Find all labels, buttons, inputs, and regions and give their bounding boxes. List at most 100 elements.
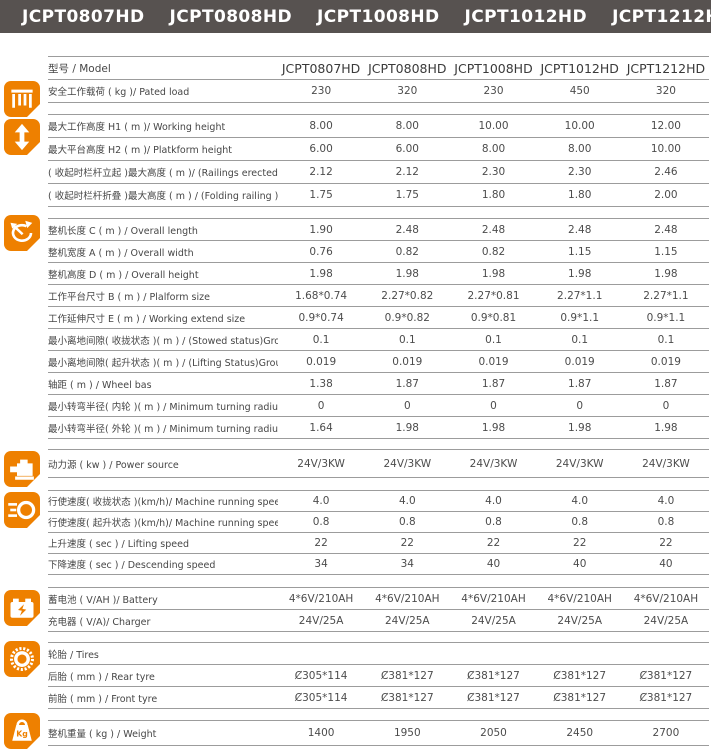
value-cell: Ȼ381*127 xyxy=(380,669,434,682)
table-row: 下降速度 ( sec ) / Descending speed 34 34 40 40 4… xyxy=(48,554,709,575)
value-cell: 1.98 xyxy=(481,421,506,434)
weight-icon: Kg xyxy=(4,713,40,749)
title-model-name: JCPT0808HD xyxy=(169,6,293,27)
table-row: 蓄电池 ( V/AH )/ Battery 4*6V/210AH 4*6V/210A… xyxy=(48,588,709,610)
value-cell: 34 xyxy=(314,558,328,570)
value-cell: 4.0 xyxy=(485,495,502,507)
value-cell: 0 xyxy=(317,399,325,412)
row-label: ( 收起时栏杆折叠 )最大高度 ( m ) / (Folding railing… xyxy=(48,191,278,202)
value-cell: 1.87 xyxy=(481,377,506,390)
motor-icon xyxy=(4,451,40,487)
value-cell: 1.87 xyxy=(395,377,419,390)
table-row: 最大工作高度 H1 ( m )/ Working height 8.00 8.00 1… xyxy=(48,115,709,138)
value-cell: 1.98 xyxy=(654,267,678,280)
value-cell: 230 xyxy=(483,85,504,97)
value-cell: 1.87 xyxy=(568,377,592,390)
value-cell: 24V/3KW xyxy=(555,457,604,470)
value-cell: Ȼ381*127 xyxy=(639,669,693,682)
value-cell: Ȼ381*127 xyxy=(467,669,520,682)
row-label: 行使速度( 起升状态 )(km/h)/ Machine running spee… xyxy=(48,518,278,529)
value-cell: JCPT1008HD xyxy=(454,60,533,76)
value-cell: 2.27*1.1 xyxy=(643,289,689,302)
value-cell: 0 xyxy=(662,399,670,412)
row-label: 最小离地间隙( 收拢状态 )( m ) / (Stowed status)Gro… xyxy=(48,335,278,347)
table-row: 型号 / Model JCPT0807HD JCPT0808HD JCPT1008HD… xyxy=(48,57,709,80)
table-row: 工作延伸尺寸 E ( m ) / Working extend size 0.9*… xyxy=(48,307,709,329)
value-cell: 1.80 xyxy=(481,189,506,201)
value-cell: 0.8 xyxy=(398,516,416,528)
row-label: 轮胎 / Tires xyxy=(48,649,99,661)
value-cell: 1.75 xyxy=(395,189,419,201)
row-label: 蓄电池 ( V/AH )/ Battery xyxy=(48,594,158,606)
value-cell: 0.019 xyxy=(564,355,595,368)
battery-icon xyxy=(4,590,40,626)
value-cell: 0.9*0.81 xyxy=(470,311,517,324)
table-row: 最小转弯半径( 内轮 )( m ) / Minimum turning radi… xyxy=(48,395,709,417)
value-cell: 8.00 xyxy=(309,120,333,132)
table-row: 行使速度( 起升状态 )(km/h)/ Machine running spee… xyxy=(48,512,709,533)
value-cell: 40 xyxy=(486,558,501,570)
value-cell: 1.75 xyxy=(309,189,333,201)
row-label: 动力源 ( kw ) / Power source xyxy=(48,459,179,471)
value-cell: 24V/25A xyxy=(557,614,603,627)
value-cell: JCPT1212HD xyxy=(626,60,706,76)
value-cell: 22 xyxy=(314,537,328,549)
value-cell: Ȼ381*127 xyxy=(553,691,607,704)
row-label: 后胎 ( mm ) / Rear tyre xyxy=(48,671,155,683)
table-row: 动力源 ( kw ) / Power source 24V/3KW 24V/3KW 2… xyxy=(48,450,709,478)
row-label: 安全工作载荷 ( kg )/ Pated load xyxy=(48,87,190,98)
value-cell: 1.15 xyxy=(654,245,678,258)
value-cell: 10.00 xyxy=(478,120,509,132)
value-cell: 0.82 xyxy=(481,245,506,258)
row-label: 整机高度 D ( m ) / Overall height xyxy=(48,269,199,281)
value-cell: 1.15 xyxy=(568,245,592,258)
table-row: 最小转弯半径( 外轮 )( m ) / Minimum turning radi… xyxy=(48,417,709,439)
value-cell: 4.0 xyxy=(657,495,675,507)
value-cell: 0.8 xyxy=(312,516,330,528)
svg-text:Kg: Kg xyxy=(16,729,28,738)
row-label: 型号 / Model xyxy=(48,62,111,75)
value-cell: 8.00 xyxy=(481,143,506,155)
value-cell: 0.1 xyxy=(657,333,675,346)
value-cell: 2.27*0.82 xyxy=(381,289,434,302)
value-cell: 24V/3KW xyxy=(297,457,345,470)
value-cell: 1.98 xyxy=(654,421,678,434)
value-cell: 24V/3KW xyxy=(383,457,432,470)
value-cell: 4*6V/210AH xyxy=(633,592,699,605)
value-cell: JCPT0808HD xyxy=(368,60,447,76)
value-cell: 40 xyxy=(573,558,587,570)
value-cell: 24V/3KW xyxy=(642,457,690,470)
value-cell: 8.00 xyxy=(568,143,592,155)
value-cell: Ȼ381*127 xyxy=(467,691,520,704)
value-cell: 0.9*1.1 xyxy=(646,311,686,324)
section-height: 最大工作高度 H1 ( m )/ Working height 8.00 8.00 1… xyxy=(4,114,709,207)
table-row: ( 收起时栏杆折叠 )最大高度 ( m ) / (Folding railing… xyxy=(48,184,709,207)
value-cell: 0 xyxy=(490,399,497,412)
value-cell: 2.48 xyxy=(568,223,592,236)
table-row: 最小离地间隙( 收拢状态 )( m ) / (Stowed status)Gro… xyxy=(48,329,709,351)
value-cell: 22 xyxy=(486,537,501,549)
value-cell: 1.98 xyxy=(309,267,333,280)
row-label: 最小转弯半径( 外轮 )( m ) / Minimum turning radi… xyxy=(48,423,278,435)
value-cell: 2.30 xyxy=(568,166,592,178)
title-model-name: JCPT1212HD xyxy=(612,6,711,27)
value-cell: 0.019 xyxy=(478,355,509,368)
value-cell: 320 xyxy=(397,85,418,97)
section-tires: 轮胎 / Tires 后胎 ( mm ) / Rear tyre Ȼ305*114 Ȼ… xyxy=(4,641,709,709)
value-cell: 22 xyxy=(659,537,673,549)
title-model-name: JCPT1012HD xyxy=(464,6,588,27)
value-cell: 2.48 xyxy=(654,223,678,236)
value-cell: 24V/25A xyxy=(384,614,430,627)
value-cell: 450 xyxy=(569,85,590,97)
value-cell: 4.0 xyxy=(398,495,416,507)
row-label: 工作平台尺寸 B ( m ) / Plalform size xyxy=(48,291,210,303)
value-cell: 0.1 xyxy=(312,333,330,346)
value-cell: 2.12 xyxy=(309,166,333,178)
tire-icon xyxy=(4,641,40,677)
value-cell: 8.00 xyxy=(395,120,419,132)
row-label: 行使速度( 收拢状态 )(km/h)/ Machine running spee… xyxy=(48,497,278,508)
value-cell: Ȼ381*127 xyxy=(553,669,607,682)
table-row: ( 收起时栏杆立起 )最大高度 ( m )/ (Railings erected… xyxy=(48,161,709,184)
value-cell: Ȼ305*114 xyxy=(294,669,348,682)
section-speed: 行使速度( 收拢状态 )(km/h)/ Machine running spee… xyxy=(4,490,709,575)
